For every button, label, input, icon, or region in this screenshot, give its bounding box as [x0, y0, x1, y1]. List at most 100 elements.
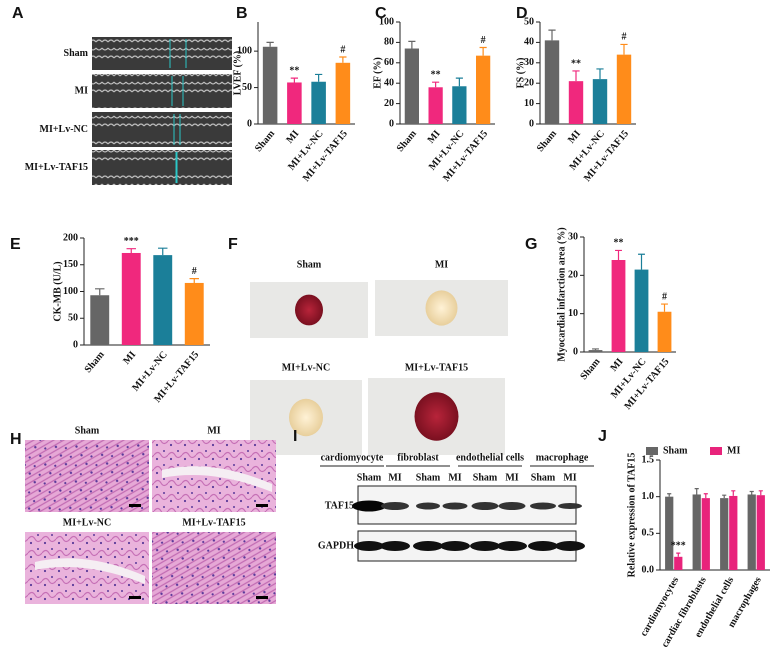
y-tick-label: 40: [384, 77, 394, 88]
error-bar: [596, 68, 604, 80]
x-tick-label: MI: [566, 128, 583, 145]
lane-label: Sham: [416, 472, 441, 483]
band: [442, 502, 468, 510]
scale-bar: [129, 596, 141, 599]
bar: [692, 494, 701, 570]
lane-label: MI: [388, 472, 401, 483]
panel-letter: I: [293, 428, 297, 445]
band: [498, 502, 526, 510]
error-bar: [95, 288, 105, 296]
error-bar: [676, 552, 681, 557]
echo-image: [92, 74, 232, 108]
significance: #: [340, 44, 345, 55]
bar: [544, 40, 560, 124]
x-tick-label: Sham: [83, 349, 108, 375]
error-bar: [479, 46, 487, 56]
error-bar: [694, 488, 699, 495]
y-tick-label: 20: [524, 77, 534, 88]
heart: [289, 398, 323, 437]
y-tick-label: 60: [384, 57, 394, 68]
lane-label: MI: [448, 472, 461, 483]
scale-bar: [256, 504, 268, 507]
significance: **: [614, 238, 624, 249]
x-tick-label: MI: [609, 356, 626, 373]
y-tick-label: 10: [524, 98, 534, 109]
significance: #: [192, 266, 197, 277]
panel-letter: G: [525, 236, 537, 253]
photo-label: Sham: [297, 259, 322, 270]
error-bar: [615, 249, 622, 260]
significance: #: [622, 32, 627, 43]
bar: [611, 260, 626, 352]
panel-letter: B: [236, 5, 248, 22]
significance: #: [481, 35, 486, 46]
bar: [701, 498, 710, 570]
y-tick-label: 0: [573, 346, 578, 357]
band: [354, 541, 384, 551]
error-bar: [572, 70, 580, 82]
error-bar: [189, 278, 199, 283]
panel-letter: J: [598, 428, 607, 445]
panel-letter: C: [375, 5, 387, 22]
echo-image: [92, 112, 232, 147]
error-bar: [758, 490, 763, 496]
lane-label: Sham: [357, 472, 382, 483]
bar: [121, 252, 141, 345]
y-axis-label: LVEF (%): [232, 51, 243, 96]
bar: [153, 255, 173, 345]
y-tick-label: 80: [384, 37, 394, 48]
error-bar: [126, 248, 136, 253]
panel-letter: E: [10, 236, 21, 253]
bar: [720, 498, 729, 570]
bar: [729, 495, 738, 570]
cell-type-label: macrophage: [536, 452, 589, 463]
scale-bar: [256, 596, 268, 599]
y-axis-label: EF (%): [372, 57, 383, 89]
row-label: MI: [75, 85, 88, 96]
y-axis-label: CK-MB (U/L): [52, 261, 63, 321]
bar: [452, 86, 467, 124]
significance: ***: [124, 236, 139, 247]
bar: [287, 82, 302, 124]
y-tick-label: 0: [73, 339, 78, 350]
bar: [262, 46, 278, 125]
photo-label: MI: [435, 259, 448, 270]
x-tick-label: Sham: [578, 356, 603, 382]
y-tick-label: 0: [247, 118, 252, 129]
band: [440, 541, 470, 551]
bar: [404, 48, 419, 124]
error-bar: [314, 73, 323, 82]
y-tick-label: 50: [68, 313, 78, 324]
panel-letter: D: [516, 5, 528, 22]
y-tick-label: 30: [568, 231, 578, 242]
significance: #: [662, 291, 667, 302]
legend-swatch: [710, 447, 722, 455]
y-tick-label: 30: [524, 57, 534, 68]
histology: [152, 532, 276, 604]
image-label: Sham: [75, 425, 100, 436]
error-bar: [661, 303, 668, 312]
error-bar: [158, 247, 168, 256]
band: [555, 541, 585, 551]
y-tick-label: 20: [384, 98, 394, 109]
error-bar: [266, 41, 274, 47]
error-bar: [749, 490, 754, 495]
bar: [568, 81, 584, 124]
bar: [311, 81, 326, 124]
band: [471, 502, 499, 510]
tissue-gap: [162, 466, 272, 492]
lane-label: MI: [505, 472, 518, 483]
bar: [747, 494, 756, 570]
legend-swatch: [646, 447, 658, 455]
bar: [665, 496, 674, 570]
bar: [588, 350, 603, 352]
panel-letter: F: [228, 236, 238, 253]
y-tick-label: 0: [389, 118, 394, 129]
image-label: MI+Lv-TAF15: [182, 517, 245, 528]
error-bar: [290, 77, 299, 83]
band: [530, 502, 556, 510]
y-tick-label: 0.5: [642, 528, 655, 539]
y-axis-label: Myocardial infarction area (%): [556, 227, 567, 361]
bar: [184, 282, 204, 345]
heart: [414, 392, 459, 441]
